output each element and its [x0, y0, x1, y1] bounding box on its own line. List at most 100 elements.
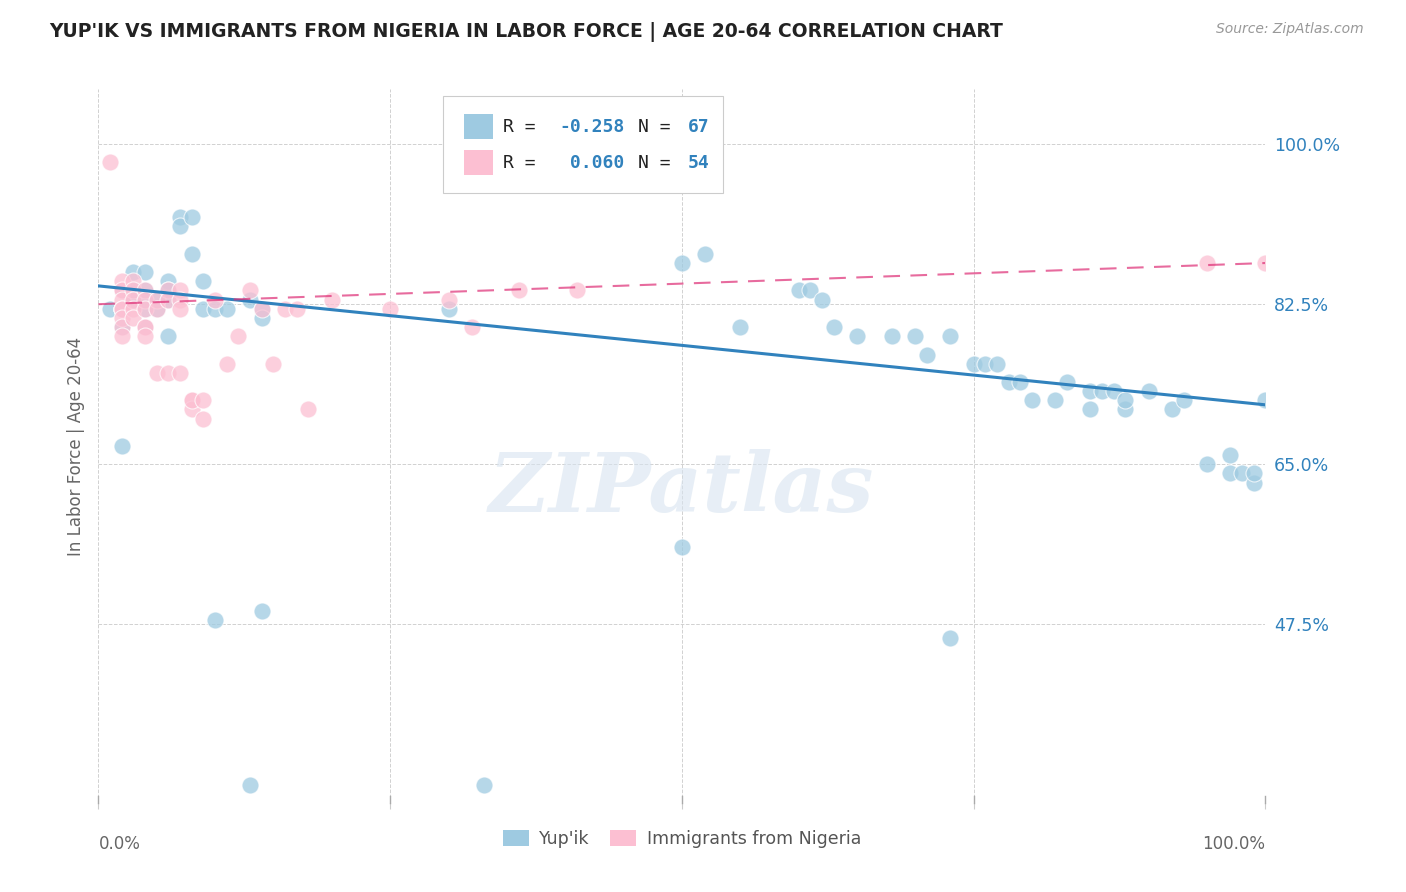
Point — [169, 211, 191, 225]
Point — [1102, 384, 1125, 398]
Point — [111, 320, 134, 334]
Point — [437, 301, 460, 316]
Point — [1254, 393, 1277, 408]
Point — [134, 329, 156, 343]
Point — [297, 402, 319, 417]
Point — [180, 393, 202, 408]
Point — [1195, 256, 1218, 270]
Point — [380, 301, 402, 316]
Point — [134, 301, 156, 316]
Point — [1254, 256, 1277, 270]
Point — [157, 293, 180, 307]
Text: N =: N = — [637, 153, 681, 171]
Point — [204, 613, 226, 627]
Point — [239, 777, 262, 791]
Point — [1219, 467, 1241, 481]
Point — [250, 310, 273, 325]
Point — [472, 777, 495, 791]
Point — [146, 366, 169, 380]
Point — [134, 320, 156, 334]
Point — [122, 284, 145, 298]
Point — [111, 310, 134, 325]
Point — [1230, 467, 1253, 481]
Point — [193, 411, 215, 425]
Point — [811, 293, 834, 307]
Point — [250, 301, 273, 316]
Point — [193, 274, 215, 288]
Point — [134, 284, 156, 298]
Point — [169, 219, 191, 234]
Point — [239, 284, 262, 298]
Point — [111, 320, 134, 334]
Point — [695, 247, 717, 261]
Point — [169, 366, 191, 380]
FancyBboxPatch shape — [464, 114, 494, 139]
Point — [111, 439, 134, 453]
Point — [274, 301, 297, 316]
Point — [204, 301, 226, 316]
FancyBboxPatch shape — [443, 96, 723, 193]
Point — [730, 320, 752, 334]
Point — [508, 284, 530, 298]
Point — [799, 284, 821, 298]
Point — [1173, 393, 1195, 408]
Text: R =: R = — [503, 118, 547, 136]
Point — [262, 357, 284, 371]
Point — [1091, 384, 1114, 398]
Point — [122, 310, 145, 325]
Point — [215, 357, 238, 371]
Point — [962, 357, 984, 371]
Point — [111, 301, 134, 316]
Text: YUP'IK VS IMMIGRANTS FROM NIGERIA IN LABOR FORCE | AGE 20-64 CORRELATION CHART: YUP'IK VS IMMIGRANTS FROM NIGERIA IN LAB… — [49, 22, 1002, 42]
Text: 67: 67 — [688, 118, 710, 136]
Point — [157, 274, 180, 288]
Point — [986, 357, 1008, 371]
Point — [157, 329, 180, 343]
Point — [1137, 384, 1160, 398]
Text: R =: R = — [503, 153, 547, 171]
Point — [169, 301, 191, 316]
Point — [239, 293, 262, 307]
Point — [1243, 475, 1265, 490]
Point — [939, 631, 962, 645]
Point — [1010, 375, 1032, 389]
Point — [122, 301, 145, 316]
Point — [134, 320, 156, 334]
Point — [146, 301, 169, 316]
Point — [823, 320, 845, 334]
Point — [215, 301, 238, 316]
Point — [1021, 393, 1043, 408]
Point — [180, 393, 202, 408]
Point — [1114, 402, 1136, 417]
Point — [204, 293, 226, 307]
Point — [1080, 402, 1102, 417]
Point — [111, 301, 134, 316]
Point — [134, 293, 156, 307]
Point — [146, 293, 169, 307]
Point — [880, 329, 903, 343]
Point — [437, 293, 460, 307]
Point — [111, 284, 134, 298]
Point — [134, 293, 156, 307]
Point — [111, 293, 134, 307]
Point — [111, 274, 134, 288]
Y-axis label: In Labor Force | Age 20-64: In Labor Force | Age 20-64 — [66, 336, 84, 556]
Point — [321, 293, 343, 307]
Point — [180, 211, 202, 225]
Text: -0.258: -0.258 — [560, 118, 624, 136]
Point — [157, 284, 180, 298]
Point — [939, 329, 962, 343]
Point — [1195, 458, 1218, 472]
Point — [915, 347, 938, 361]
Point — [98, 155, 121, 169]
Point — [111, 284, 134, 298]
Point — [1219, 448, 1241, 462]
Point — [1056, 375, 1078, 389]
Point — [1243, 467, 1265, 481]
Point — [111, 329, 134, 343]
Point — [122, 274, 145, 288]
Point — [904, 329, 927, 343]
Point — [146, 293, 169, 307]
Point — [134, 320, 156, 334]
Point — [193, 301, 215, 316]
